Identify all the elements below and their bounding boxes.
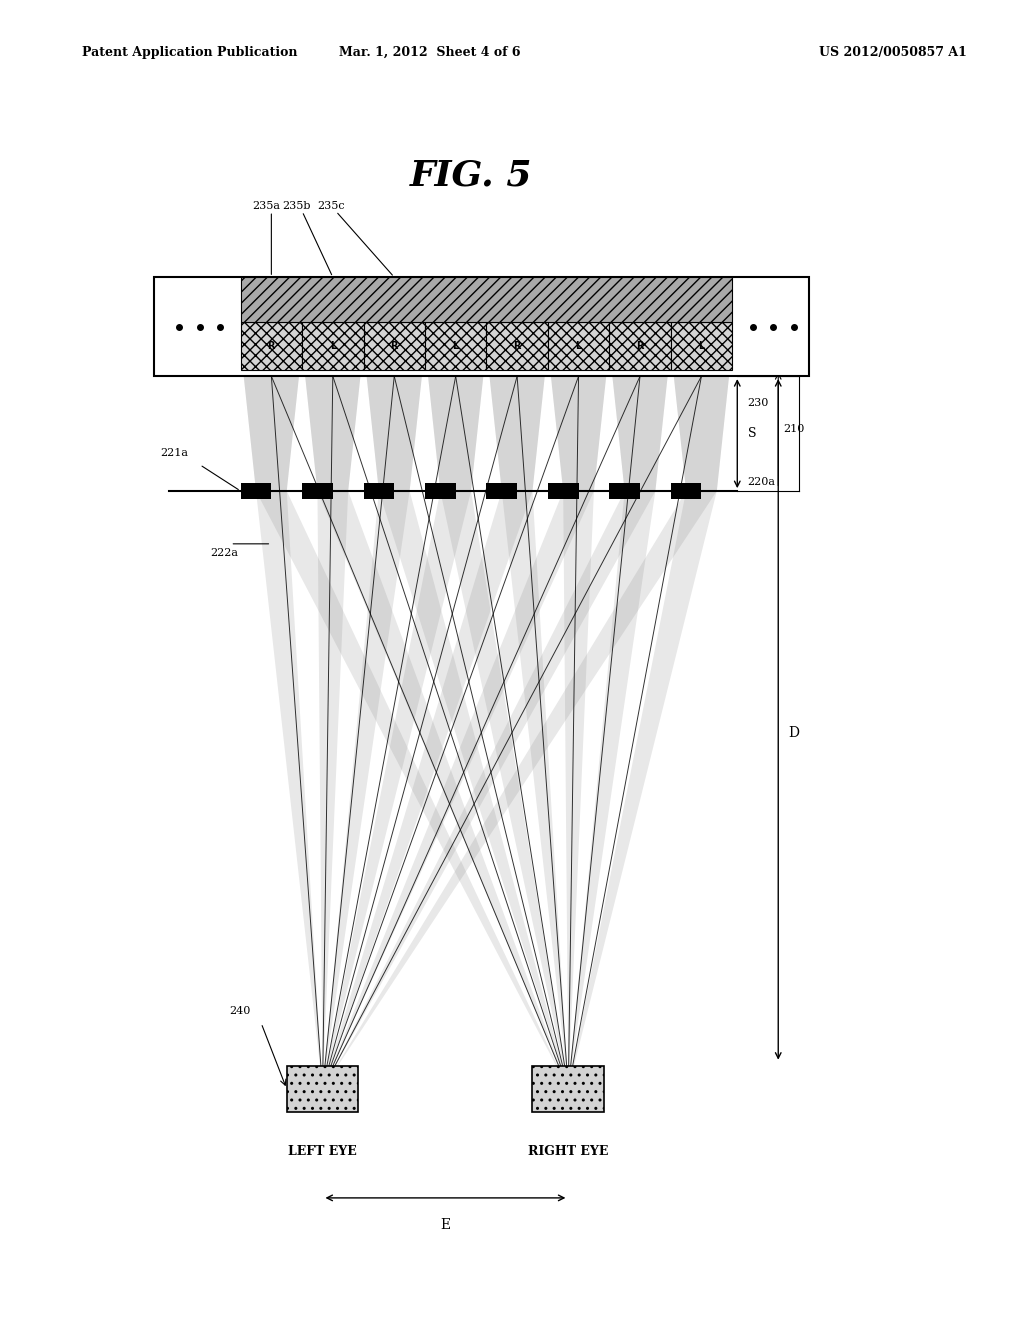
Text: R: R (636, 341, 644, 351)
Text: 221a: 221a (160, 447, 188, 458)
Polygon shape (379, 491, 568, 1089)
Bar (609, 483, 640, 499)
Polygon shape (317, 491, 348, 1089)
Bar (532, 1067, 604, 1111)
Text: R: R (513, 341, 521, 351)
Text: E: E (440, 1217, 451, 1232)
Polygon shape (674, 376, 729, 491)
Polygon shape (551, 376, 606, 491)
Text: 235c: 235c (317, 201, 344, 211)
Bar (364, 483, 394, 499)
Bar (425, 483, 456, 499)
Bar (287, 1067, 358, 1111)
Polygon shape (502, 491, 568, 1089)
Polygon shape (323, 491, 594, 1089)
Bar (548, 483, 579, 499)
Polygon shape (568, 491, 717, 1089)
Polygon shape (323, 491, 471, 1089)
Polygon shape (428, 376, 483, 491)
Text: FIG. 5: FIG. 5 (410, 158, 532, 193)
Bar (302, 322, 364, 370)
Polygon shape (256, 491, 323, 1089)
Bar (548, 322, 609, 370)
Polygon shape (367, 376, 422, 491)
Polygon shape (612, 376, 668, 491)
Polygon shape (489, 376, 545, 491)
Text: 210: 210 (783, 424, 805, 434)
Polygon shape (489, 376, 545, 491)
Bar (486, 322, 548, 370)
Text: 235a: 235a (252, 201, 281, 211)
Polygon shape (367, 376, 422, 491)
Text: 235b: 235b (283, 201, 311, 211)
Text: RIGHT EYE: RIGHT EYE (528, 1146, 608, 1158)
Polygon shape (568, 491, 655, 1089)
Polygon shape (323, 491, 410, 1089)
Polygon shape (440, 491, 568, 1089)
Bar (671, 483, 701, 499)
Text: Patent Application Publication: Patent Application Publication (82, 46, 297, 59)
Text: US 2012/0050857 A1: US 2012/0050857 A1 (819, 46, 967, 59)
Bar (364, 322, 425, 370)
Text: 222a: 222a (210, 548, 238, 558)
Polygon shape (256, 491, 568, 1089)
Polygon shape (551, 376, 606, 491)
Bar (609, 322, 671, 370)
Text: R: R (267, 341, 275, 351)
Polygon shape (244, 376, 299, 491)
Bar (154, 277, 809, 376)
Text: L: L (453, 341, 459, 351)
Text: 220a: 220a (748, 477, 775, 487)
Bar (241, 483, 271, 499)
Polygon shape (323, 491, 717, 1089)
Bar (425, 322, 486, 370)
Bar (486, 483, 517, 499)
Text: L: L (330, 341, 336, 351)
Text: L: L (698, 341, 705, 351)
Bar (241, 277, 732, 322)
Polygon shape (428, 376, 483, 491)
Polygon shape (674, 376, 729, 491)
Text: 230: 230 (748, 397, 769, 408)
Polygon shape (305, 376, 360, 491)
Text: R: R (390, 341, 398, 351)
Polygon shape (305, 376, 360, 491)
Text: LEFT EYE: LEFT EYE (288, 1146, 357, 1158)
Bar (671, 322, 732, 370)
Polygon shape (563, 491, 594, 1089)
Polygon shape (317, 491, 568, 1089)
Polygon shape (244, 376, 299, 491)
Bar (241, 322, 302, 370)
Bar (302, 483, 333, 499)
Polygon shape (323, 491, 532, 1089)
Text: Mar. 1, 2012  Sheet 4 of 6: Mar. 1, 2012 Sheet 4 of 6 (339, 46, 521, 59)
Polygon shape (612, 376, 668, 491)
Text: L: L (575, 341, 582, 351)
Text: D: D (788, 726, 800, 739)
Text: 240: 240 (229, 1006, 251, 1016)
Polygon shape (323, 491, 655, 1089)
Text: S: S (748, 428, 756, 440)
